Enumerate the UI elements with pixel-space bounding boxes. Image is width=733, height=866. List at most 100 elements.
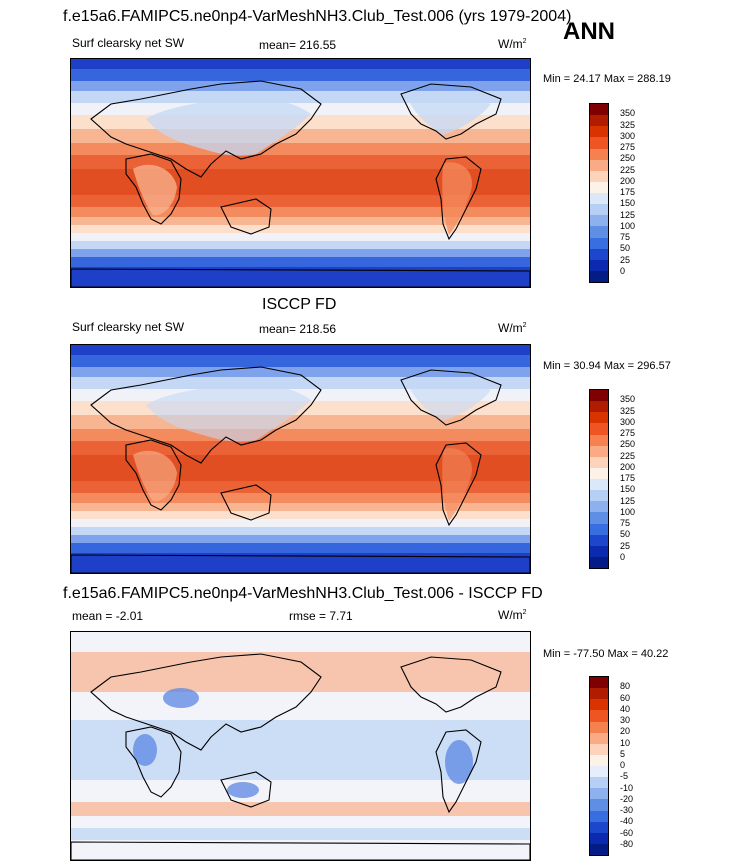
colorbar-tick-label: 25 — [620, 254, 631, 265]
colorbar-swatch — [590, 821, 608, 833]
field-band — [71, 233, 530, 241]
panel3-colorbar — [589, 676, 609, 856]
field-band — [71, 225, 530, 233]
coastline — [125, 726, 182, 798]
colorbar-tick-label: 275 — [620, 142, 636, 152]
panel3-rmse: rmse = 7.71 — [289, 609, 353, 623]
colorbar-tick-label: 80 — [620, 681, 631, 692]
field-band — [71, 543, 530, 553]
field-band — [71, 345, 530, 355]
field-band — [71, 503, 530, 511]
colorbar-swatch — [590, 159, 608, 171]
field-band — [71, 129, 530, 143]
colorbar-swatch — [590, 832, 608, 844]
colorbar-swatch — [590, 754, 608, 766]
land-field — [409, 381, 491, 421]
coastline — [435, 729, 482, 814]
diff-anomaly — [445, 740, 473, 784]
colorbar-tick-label: 75 — [620, 232, 631, 242]
coastline — [220, 198, 272, 235]
field-band — [71, 493, 530, 503]
colorbar-tick-label: 325 — [620, 119, 636, 130]
colorbar-swatch — [590, 401, 608, 413]
coastline — [125, 153, 182, 225]
diff-anomaly — [133, 734, 157, 766]
diff-band — [71, 828, 530, 840]
land-field — [146, 97, 311, 156]
colorbar-swatch — [590, 434, 608, 446]
colorbar-swatch — [590, 479, 608, 491]
colorbar-swatch — [590, 237, 608, 249]
colorbar-swatch — [590, 677, 608, 689]
colorbar-tick-label: 75 — [620, 518, 631, 528]
colorbar-swatch — [590, 170, 608, 182]
colorbar-tick-label: 225 — [620, 164, 636, 175]
diff-anomaly — [227, 782, 259, 798]
colorbar-tick-label: -80 — [620, 838, 634, 849]
field-band — [71, 355, 530, 367]
diff-anomaly — [163, 688, 199, 708]
field-band — [71, 535, 530, 543]
coastline — [90, 366, 322, 464]
panel2-map — [70, 344, 531, 574]
panel2-title: ISCCP FD — [262, 296, 337, 313]
land-field — [442, 162, 472, 235]
colorbar-tick-label: 350 — [620, 394, 636, 405]
colorbar-swatch — [590, 743, 608, 755]
colorbar-tick-label: -5 — [620, 771, 629, 782]
field-band — [71, 367, 530, 377]
colorbar-swatch — [590, 721, 608, 733]
field-band — [71, 511, 530, 519]
coastline — [90, 653, 322, 751]
colorbar-swatch — [590, 688, 608, 700]
field-band — [71, 241, 530, 249]
colorbar-tick-label: 50 — [620, 529, 631, 540]
panel1-colorbar — [589, 103, 609, 283]
colorbar-swatch — [590, 810, 608, 822]
colorbar-swatch — [590, 104, 608, 116]
field-band — [71, 195, 530, 207]
coastline — [400, 83, 502, 140]
panel3-map — [70, 631, 531, 861]
colorbar-tick-label: 175 — [620, 473, 636, 483]
coastline — [220, 484, 272, 521]
colorbar-swatch — [590, 204, 608, 216]
panel1-minmax: Min = 24.17 Max = 288.19 — [543, 73, 671, 85]
colorbar-tick-label: 30 — [620, 715, 631, 725]
colorbar-tick-label: 0 — [620, 551, 626, 562]
colorbar-tick-label: -60 — [620, 827, 634, 838]
colorbar-tick-label: 5 — [620, 748, 626, 759]
panel3-units: W/m2 — [498, 608, 527, 622]
colorbar-swatch — [590, 534, 608, 546]
colorbar-tick-label: -30 — [620, 805, 634, 815]
colorbar-swatch — [590, 126, 608, 138]
colorbar-swatch — [590, 148, 608, 160]
colorbar-tick-label: 150 — [620, 198, 636, 209]
diff-band — [71, 802, 530, 816]
colorbar-swatch — [590, 248, 608, 260]
colorbar-swatch — [590, 259, 608, 271]
field-band — [71, 257, 530, 267]
field-band — [71, 143, 530, 155]
coastline — [400, 656, 502, 713]
field-band — [71, 527, 530, 535]
field-band — [71, 155, 530, 169]
colorbar-tick-label: 300 — [620, 130, 636, 141]
panel2-minmax: Min = 30.94 Max = 296.57 — [543, 360, 671, 372]
field-band — [71, 81, 530, 91]
land-field — [133, 164, 177, 216]
colorbar-tick-label: 225 — [620, 450, 636, 461]
colorbar-tick-label: 50 — [620, 243, 631, 254]
colorbar-tick-label: 125 — [620, 495, 636, 506]
panel3-mean: mean = -2.01 — [72, 609, 144, 623]
colorbar-swatch — [590, 556, 608, 568]
colorbar-swatch — [590, 699, 608, 711]
field-band — [71, 553, 530, 573]
colorbar-swatch — [590, 777, 608, 789]
colorbar-tick-label: 20 — [620, 726, 631, 737]
colorbar-swatch — [590, 545, 608, 557]
coastline — [220, 771, 272, 808]
colorbar-tick-label: 125 — [620, 209, 636, 220]
land-field — [133, 450, 177, 502]
colorbar-swatch — [590, 843, 608, 855]
